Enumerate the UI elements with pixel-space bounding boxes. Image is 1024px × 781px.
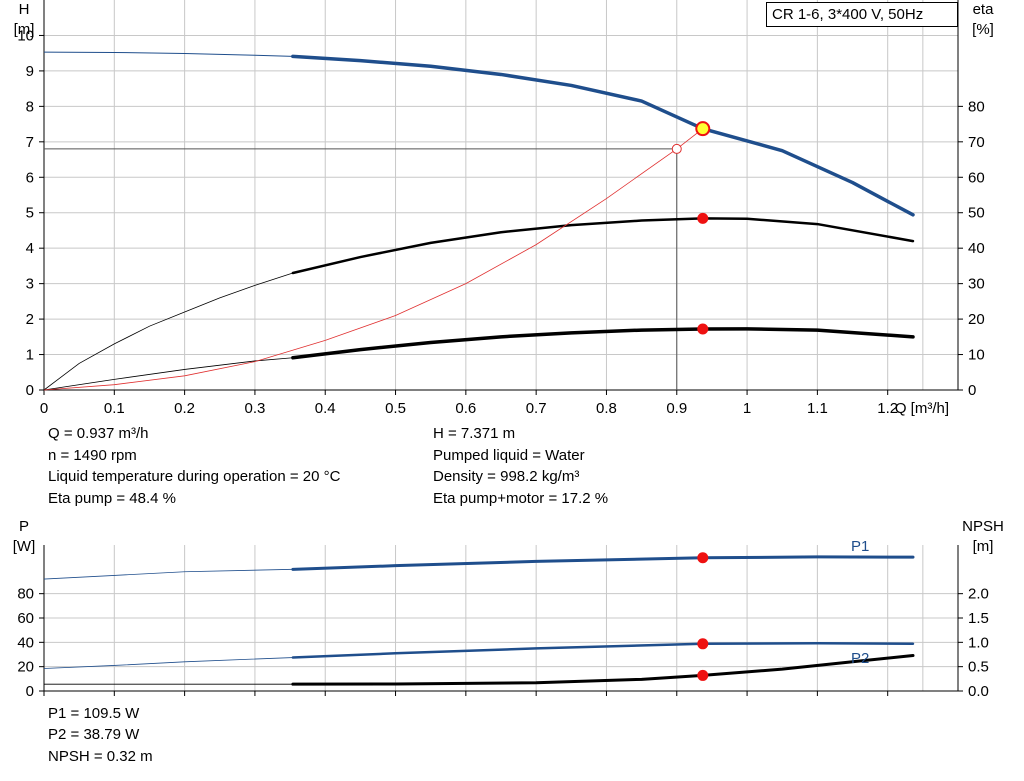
top-xtick-label-8: 0.8 [596, 400, 617, 417]
top-ytick-label-6: 6 [26, 169, 34, 186]
top-y2tick-label-4: 40 [968, 240, 985, 257]
bottom-marker-0 [697, 552, 709, 564]
top-y2tick-label-7: 70 [968, 134, 985, 151]
top-eta-path-series-3-curve [43, 128, 704, 391]
top-ytick-label-1: 1 [26, 347, 34, 364]
readout-p1: P1 = 109.5 W [48, 705, 140, 722]
p1-series-label: P1 [851, 538, 869, 555]
bottom-marker-1 [697, 638, 709, 650]
top-y2tick-label-5: 50 [968, 205, 985, 222]
top-y2tick-label-2: 20 [968, 311, 985, 328]
readout-eta-total: Eta pump+motor = 17.2 % [433, 490, 609, 507]
top-eta-total-series-2-curve [291, 327, 915, 360]
top-xtick-label-2: 0.2 [174, 400, 195, 417]
top-ytick-label-10: 10 [17, 27, 34, 44]
top-ytick-label-0: 0 [26, 382, 34, 399]
bottom-y2label-line-1: [m] [973, 538, 994, 555]
top-ylabel-line-0: H [19, 1, 30, 18]
bottom-ytick-label-0: 0 [26, 683, 34, 700]
bottom-p1-series-0-curve [291, 555, 915, 571]
bottom-ylabel-line-0: P [19, 518, 29, 535]
readout-npsh: NPSH = 0.32 m [48, 748, 153, 765]
top-ytick-label-4: 4 [26, 240, 34, 257]
legend-title: CR 1-6, 3*400 V, 50Hz [772, 6, 924, 23]
p2-series-label: P2 [851, 650, 869, 667]
top-y2tick-label-1: 10 [968, 347, 985, 364]
readout-q: Q = 0.937 m³/h [48, 425, 149, 442]
bottom-ytick-label-2: 40 [17, 634, 34, 651]
top-y2label-line-0: eta [973, 1, 995, 18]
bottom-y2tick-label-3: 1.5 [968, 610, 989, 627]
bottom-y2tick-label-1: 0.5 [968, 659, 989, 676]
readout-liquid: Pumped liquid = Water [433, 447, 585, 464]
eta-pump-marker [697, 212, 709, 224]
top-ytick-label-8: 8 [26, 98, 34, 115]
duty-point-marker [695, 121, 711, 137]
top-head-series-0-extension [43, 51, 293, 57]
bottom-p2-series-1-curve [291, 642, 915, 659]
bottom-p1-series-0-extension [43, 568, 293, 580]
bottom-p2-series-1-extension [43, 657, 293, 669]
top-y2tick-label-6: 60 [968, 169, 985, 186]
duty-system-marker [671, 143, 682, 154]
bottom-ytick-label-1: 20 [17, 659, 34, 676]
top-eta-total-series-2-extension [43, 357, 293, 391]
top-xtick-label-1: 0.1 [104, 400, 125, 417]
bottom-y2tick-label-4: 2.0 [968, 586, 989, 603]
top-xtick-label-3: 0.3 [244, 400, 265, 417]
readout-h: H = 7.371 m [433, 425, 516, 442]
top-xtick-label-5: 0.5 [385, 400, 406, 417]
top-xlabel: Q [m³/h] [895, 400, 949, 417]
readout-p2: P2 = 38.79 W [48, 726, 140, 743]
top-xtick-label-6: 0.6 [455, 400, 476, 417]
top-ytick-label-2: 2 [26, 311, 34, 328]
readout-eta-pump: Eta pump = 48.4 % [48, 490, 176, 507]
top-ylabel-line-1: [m] [14, 21, 35, 38]
top-xtick-label-11: 1.1 [807, 400, 828, 417]
bottom-ylabel-line-1: [W] [13, 538, 36, 555]
bottom-y2tick-label-2: 1.0 [968, 634, 989, 651]
bottom-marker-2 [697, 669, 709, 681]
readout-density: Density = 998.2 kg/m³ [433, 468, 580, 485]
legend-box: CR 1-6, 3*400 V, 50Hz [766, 2, 958, 27]
bottom-npsh-series-2-curve [291, 653, 915, 686]
top-ytick-label-9: 9 [26, 63, 34, 80]
top-xtick-label-7: 0.7 [526, 400, 547, 417]
bottom-y2label-line-0: NPSH [962, 518, 1004, 535]
top-eta-pump-series-1-extension [43, 272, 294, 391]
top-y2tick-label-8: 80 [968, 98, 985, 115]
top-xtick-label-12: 1.2 [877, 400, 898, 417]
top-y2label-line-1: [%] [972, 21, 994, 38]
top-xtick-label-0: 0 [40, 400, 48, 417]
eta-total-marker [697, 323, 709, 335]
top-ytick-label-3: 3 [26, 276, 34, 293]
bottom-ytick-label-4: 80 [17, 586, 34, 603]
top-y2tick-label-0: 0 [968, 382, 976, 399]
top-ytick-label-5: 5 [26, 205, 34, 222]
top-head-series-0-curve [291, 54, 915, 217]
top-xtick-label-4: 0.4 [315, 400, 336, 417]
top-ytick-label-7: 7 [26, 134, 34, 151]
bottom-ytick-label-3: 60 [17, 610, 34, 627]
readout-temp: Liquid temperature during operation = 20… [48, 468, 341, 485]
top-eta-pump-series-1-curve [291, 217, 915, 275]
top-xtick-label-10: 1 [743, 400, 751, 417]
readout-n: n = 1490 rpm [48, 447, 137, 464]
top-y2tick-label-3: 30 [968, 276, 985, 293]
bottom-y2tick-label-0: 0.0 [968, 683, 989, 700]
top-xtick-label-9: 0.9 [666, 400, 687, 417]
